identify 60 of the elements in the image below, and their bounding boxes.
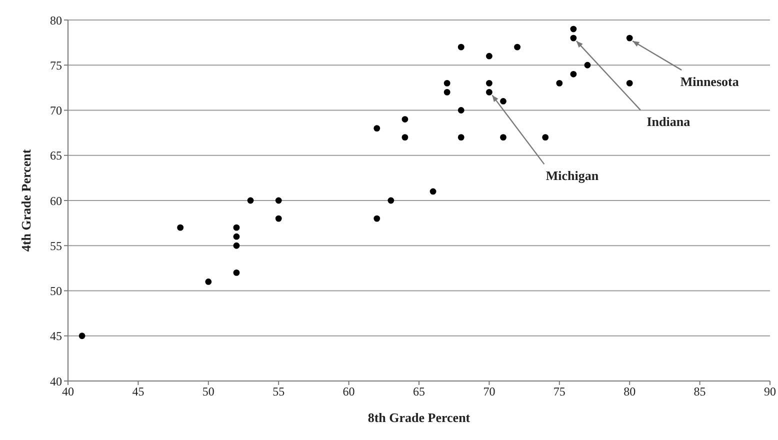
point	[430, 188, 436, 195]
point	[177, 224, 184, 231]
point	[458, 44, 464, 50]
y-tick-label: 45	[50, 329, 62, 344]
point	[247, 197, 254, 204]
point	[626, 80, 633, 86]
point	[205, 278, 212, 285]
point	[233, 224, 240, 231]
point	[233, 233, 240, 240]
x-tick-label: 85	[694, 384, 706, 399]
point	[458, 134, 464, 141]
y-tick-label: 60	[50, 194, 62, 208]
x-tick-label: 65	[413, 384, 425, 399]
point	[458, 107, 464, 114]
point	[233, 270, 240, 276]
point	[444, 80, 450, 86]
point	[444, 89, 450, 96]
x-tick-label: 90	[764, 384, 776, 399]
point	[78, 332, 86, 340]
annotation: Michigan	[546, 168, 600, 184]
annotation: Indiana	[646, 114, 691, 130]
point	[556, 80, 563, 86]
x-axis-title: 8th Grade Percent	[368, 410, 471, 426]
x-tick-label: 60	[342, 384, 355, 399]
point	[542, 134, 549, 141]
point	[275, 215, 282, 222]
y-axis-title: 4th Grade Percent	[18, 148, 34, 252]
point	[500, 98, 506, 104]
x-tick-label: 80	[624, 384, 636, 399]
point	[402, 134, 408, 141]
x-tick-label: 50	[202, 384, 214, 399]
point	[626, 34, 633, 42]
point	[514, 44, 520, 50]
point	[570, 34, 577, 42]
y-tick-label: 40	[50, 374, 62, 388]
point	[500, 134, 506, 141]
y-tick-label: 65	[50, 148, 62, 163]
y-tick-label: 70	[50, 104, 62, 118]
x-tick-label: 70	[483, 384, 496, 399]
x-tick-label: 75	[553, 384, 566, 399]
point	[275, 197, 282, 204]
y-tick-label: 80	[50, 13, 62, 28]
y-tick-label: 75	[50, 58, 62, 72]
x-tick-label: 55	[272, 384, 285, 399]
annotation: Minnesota	[680, 74, 740, 90]
point	[388, 197, 394, 204]
point	[233, 242, 240, 249]
point	[402, 116, 408, 122]
y-tick-label: 55	[50, 238, 62, 253]
x-tick-label: 45	[132, 384, 144, 399]
point	[486, 80, 492, 86]
y-tick-label: 50	[50, 284, 62, 298]
point	[374, 215, 380, 222]
point	[570, 70, 577, 78]
point	[486, 89, 492, 96]
point	[570, 26, 577, 32]
point	[486, 52, 492, 60]
point	[374, 125, 380, 132]
point	[584, 62, 591, 68]
x-tick-label: 40	[62, 384, 74, 399]
